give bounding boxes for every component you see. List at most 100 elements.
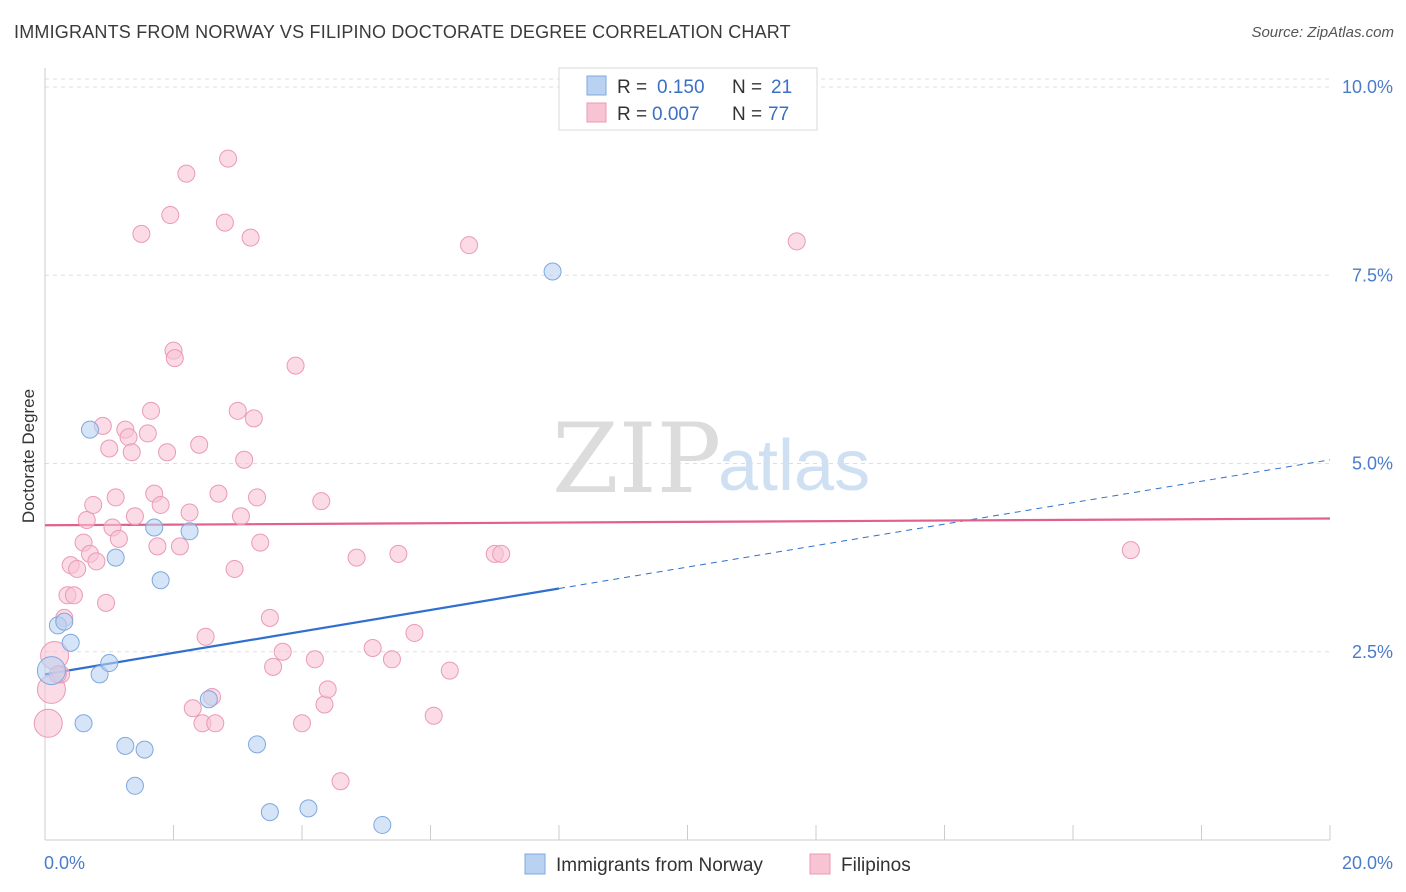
filipino-point-48	[231, 507, 250, 526]
norway-point-5	[74, 714, 93, 733]
filipino-point-18	[106, 488, 125, 507]
x-tick-label-0: 0.0%	[44, 853, 85, 873]
filipino-point-56	[273, 642, 292, 661]
norway-point-11	[135, 740, 154, 759]
filipino-point-34	[170, 537, 189, 556]
filipino-point-57	[286, 356, 305, 375]
filipino-point-43	[209, 484, 228, 503]
bottom-legend-filipino: Filipinos	[841, 855, 911, 876]
norway-point-13	[151, 571, 170, 590]
y-tick-label-2: 7.5%	[1352, 265, 1393, 285]
bottom-swatch-filipino	[809, 853, 831, 875]
bottom-swatch-norway	[524, 853, 546, 875]
filipino-point-67	[389, 544, 408, 563]
trend-line-norway-dashed	[558, 459, 1331, 590]
filipino-point-8	[68, 559, 87, 578]
filipino-point-53	[251, 533, 270, 552]
filipino-point-59	[305, 650, 324, 669]
filipino-point-37	[183, 699, 202, 718]
filipino-point-29	[151, 495, 170, 514]
filipino-point-36	[180, 503, 199, 522]
stats-legend: R = 0.150 N = 21 R = 0.007 N = 77	[558, 67, 818, 131]
legend-r-label-1: R =	[617, 77, 647, 98]
norway-point-9	[116, 736, 135, 755]
norway-point-10	[125, 776, 144, 795]
norway-point-7	[100, 654, 119, 673]
filipino-point-23	[125, 507, 144, 526]
legend-r-value-1: 0.150	[657, 77, 705, 98]
norway-point-15	[199, 690, 218, 709]
filipino-point-42	[206, 714, 225, 733]
filipino-point-40	[196, 627, 215, 646]
bottom-legend-norway: Immigrants from Norway	[556, 855, 763, 876]
tick-labels: 2.5% 5.0% 7.5% 10.0% 0.0% 20.0%	[44, 77, 1393, 873]
filipino-point-47	[228, 401, 247, 420]
filipino-point-15	[97, 593, 116, 612]
y-tick-label-3: 10.0%	[1342, 77, 1393, 97]
norway-point-12	[145, 518, 164, 537]
y-axis-label: Doctorate Degree	[19, 389, 38, 523]
chart-title: IMMIGRANTS FROM NORWAY VS FILIPINO DOCTO…	[14, 22, 791, 42]
filipino-point-46	[225, 559, 244, 578]
filipino-point-26	[142, 401, 161, 420]
legend-n-value-2: 77	[768, 104, 789, 125]
filipino-point-49	[235, 450, 254, 469]
norway-point-4	[80, 420, 99, 439]
y-tick-label-0: 2.5%	[1352, 642, 1393, 662]
filipino-point-33	[165, 349, 184, 368]
filipino-point-64	[347, 548, 366, 567]
filipino-point-66	[382, 650, 401, 669]
legend-swatch-filipino	[586, 102, 607, 123]
series-legend: Immigrants from Norway Filipinos	[524, 853, 911, 876]
filipino-point-62	[318, 680, 337, 699]
filipino-point-61	[315, 695, 334, 714]
filipino-point-50	[241, 228, 260, 247]
filipino-point-75	[1121, 541, 1140, 560]
norway-point-8	[106, 548, 125, 567]
legend-swatch-norway	[586, 75, 607, 96]
norway-point-3	[61, 633, 80, 652]
legend-n-value-1: 21	[771, 77, 792, 98]
filipino-point-69	[424, 706, 443, 725]
watermark-atlas: atlas	[718, 426, 870, 506]
watermark-zip: ZIP	[552, 403, 721, 515]
source-label: Source: ZipAtlas.com	[1251, 24, 1394, 41]
legend-r-label-2: R =	[617, 104, 647, 125]
filipino-point-35	[177, 164, 196, 183]
trend-line-filipino	[44, 517, 1331, 527]
filipino-point-55	[264, 657, 283, 676]
filipino-point-51	[244, 409, 263, 428]
filipino-point-12	[84, 495, 103, 514]
x-tick-label-1: 20.0%	[1342, 853, 1393, 873]
norway-point-2	[55, 612, 74, 631]
trend-lines	[44, 459, 1331, 676]
legend-n-label-2: N =	[732, 104, 762, 125]
filipino-point-21	[119, 428, 138, 447]
filipino-point-38	[190, 435, 209, 454]
filipino-point-65	[363, 639, 382, 657]
y-tick-label-1: 5.0%	[1352, 454, 1393, 474]
filipino-point-30	[158, 443, 177, 462]
filipino-point-70	[440, 661, 459, 680]
filipino-point-44	[215, 213, 234, 232]
filipino-point-71	[460, 236, 479, 255]
norway-point-0	[36, 656, 66, 686]
norway-point-17	[260, 803, 279, 822]
filipino-point-58	[293, 714, 311, 733]
filipino-point-31	[161, 206, 180, 225]
filipino-point-54	[260, 608, 279, 627]
filipino-point-22	[122, 443, 141, 462]
legend-n-label-1: N =	[732, 77, 762, 98]
filipino-point-63	[331, 772, 350, 791]
filipino-point-13	[87, 552, 106, 571]
filipino-point-52	[248, 488, 267, 507]
points-layer	[33, 149, 1140, 834]
norway-point-18	[299, 799, 318, 818]
filipino-point-73	[492, 544, 511, 563]
filipino-point-45	[219, 149, 238, 168]
norway-point-19	[373, 815, 392, 834]
norway-point-14	[180, 522, 199, 541]
filipino-point-10	[77, 511, 96, 529]
legend-r-value-2: 0.007	[652, 104, 700, 125]
